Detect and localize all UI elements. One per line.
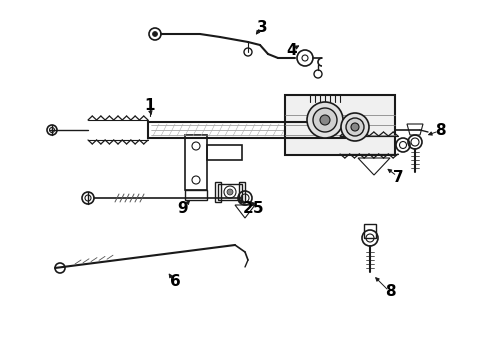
- Bar: [239, 182, 245, 202]
- Bar: [285, 95, 395, 155]
- Text: 8: 8: [435, 122, 445, 138]
- Text: 2: 2: [243, 201, 253, 216]
- Text: 8: 8: [385, 284, 395, 300]
- Bar: [148, 122, 345, 138]
- Circle shape: [313, 108, 337, 132]
- Circle shape: [320, 115, 330, 125]
- Text: 3: 3: [257, 19, 268, 35]
- Text: 1: 1: [145, 98, 155, 112]
- Bar: [364, 224, 376, 238]
- Bar: [207, 145, 242, 160]
- Text: 6: 6: [170, 275, 180, 289]
- Bar: [185, 135, 207, 190]
- Bar: [215, 182, 221, 202]
- Bar: [185, 190, 207, 200]
- Text: 5: 5: [253, 201, 263, 216]
- Text: 4: 4: [287, 42, 297, 58]
- Text: 9: 9: [178, 201, 188, 216]
- Circle shape: [152, 32, 157, 36]
- Circle shape: [227, 189, 233, 195]
- Bar: [218, 184, 242, 200]
- Circle shape: [307, 102, 343, 138]
- Circle shape: [346, 118, 364, 136]
- Circle shape: [341, 113, 369, 141]
- Circle shape: [351, 123, 359, 131]
- Text: 7: 7: [392, 170, 403, 185]
